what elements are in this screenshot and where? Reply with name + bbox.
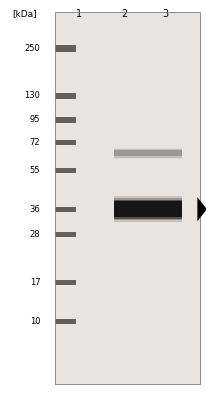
Text: 72: 72 <box>30 138 40 147</box>
Text: 2: 2 <box>121 9 127 19</box>
Text: 250: 250 <box>25 44 40 53</box>
FancyBboxPatch shape <box>55 280 75 285</box>
Text: 95: 95 <box>30 116 40 124</box>
Text: 28: 28 <box>30 230 40 239</box>
FancyBboxPatch shape <box>113 149 181 158</box>
FancyBboxPatch shape <box>55 93 75 99</box>
Text: 3: 3 <box>162 9 168 19</box>
Text: 130: 130 <box>24 92 40 100</box>
Polygon shape <box>197 197 206 221</box>
Text: 10: 10 <box>30 317 40 326</box>
Text: 1: 1 <box>75 9 81 19</box>
FancyBboxPatch shape <box>113 200 181 219</box>
FancyBboxPatch shape <box>55 168 75 173</box>
FancyBboxPatch shape <box>55 319 75 324</box>
FancyBboxPatch shape <box>55 118 75 122</box>
FancyBboxPatch shape <box>55 207 75 212</box>
FancyBboxPatch shape <box>55 12 199 384</box>
FancyBboxPatch shape <box>113 196 181 222</box>
Text: 36: 36 <box>29 205 40 214</box>
FancyBboxPatch shape <box>113 198 181 220</box>
FancyBboxPatch shape <box>55 140 75 145</box>
FancyBboxPatch shape <box>55 45 75 52</box>
FancyBboxPatch shape <box>113 150 181 156</box>
Text: 55: 55 <box>30 166 40 175</box>
Text: 17: 17 <box>30 278 40 287</box>
Text: [kDa]: [kDa] <box>12 10 37 18</box>
FancyBboxPatch shape <box>55 232 75 237</box>
FancyBboxPatch shape <box>113 148 181 159</box>
FancyBboxPatch shape <box>113 201 181 217</box>
